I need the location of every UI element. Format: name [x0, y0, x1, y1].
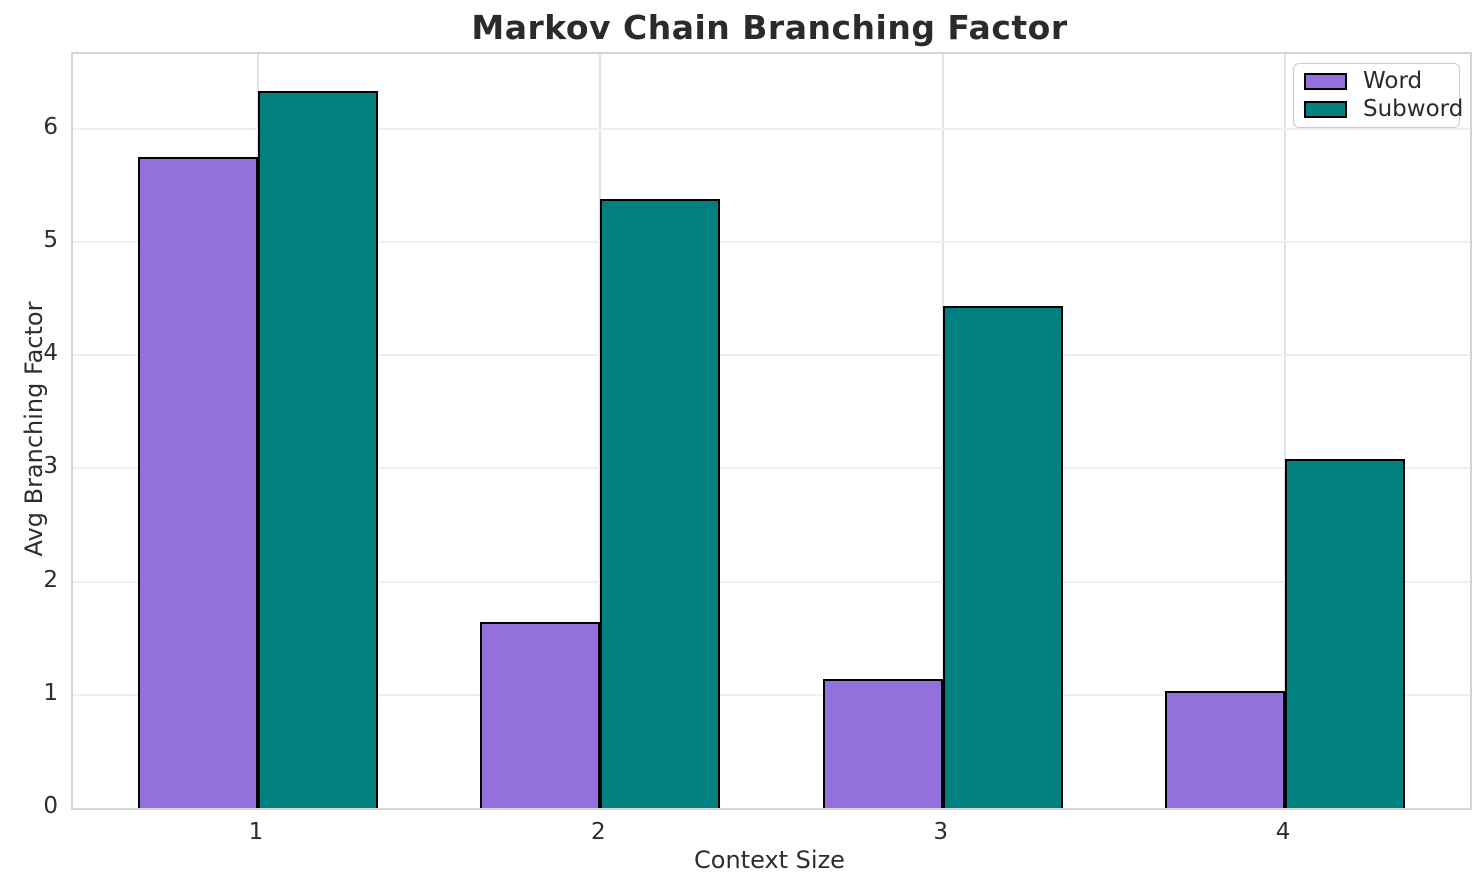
legend-label-word: Word — [1363, 68, 1423, 95]
legend-swatch-subword — [1304, 100, 1347, 118]
bar-word-context-4 — [1165, 691, 1286, 808]
x-axis-label: Context Size — [694, 846, 845, 874]
bar-word-context-3 — [822, 678, 943, 808]
gridline-horizontal-3 — [73, 467, 1470, 470]
gridline-vertical-4 — [1284, 54, 1287, 808]
legend-swatch-word — [1304, 73, 1347, 91]
bar-subword-context-2 — [600, 198, 721, 808]
y-tick-label-4: 4 — [43, 340, 58, 367]
chart-title: Markov Chain Branching Factor — [471, 8, 1068, 47]
y-tick-label-0: 0 — [43, 793, 58, 819]
legend-item-word: Word — [1304, 68, 1449, 95]
x-tick-label-3: 3 — [933, 819, 948, 845]
gridline-horizontal-4 — [73, 354, 1470, 357]
gridline-horizontal-2 — [73, 580, 1470, 583]
y-tick-label-6: 6 — [43, 113, 58, 140]
bar-subword-context-3 — [942, 306, 1063, 808]
x-tick-label-1: 1 — [248, 819, 264, 845]
y-tick-label-3: 3 — [43, 453, 58, 480]
bar-subword-context-1 — [257, 91, 378, 808]
x-tick-label-2: 2 — [590, 819, 606, 845]
y-tick-label-5: 5 — [43, 226, 58, 253]
y-tick-label-2: 2 — [43, 566, 58, 593]
legend: Word Subword — [1293, 63, 1463, 128]
legend-label-subword: Subword — [1363, 95, 1464, 122]
gridline-horizontal-1 — [73, 693, 1470, 696]
gridline-horizontal-5 — [73, 240, 1470, 243]
y-tick-label-1: 1 — [43, 679, 58, 706]
bar-word-context-1 — [138, 157, 258, 808]
bar-subword-context-4 — [1285, 459, 1405, 808]
plot-area — [71, 52, 1472, 810]
y-axis-label-text: Avg Branching Factor — [20, 301, 48, 557]
legend-item-subword: Subword — [1304, 96, 1463, 123]
x-tick-label-4: 4 — [1275, 819, 1291, 845]
bar-word-context-2 — [480, 622, 601, 808]
gridline-horizontal-6 — [73, 127, 1470, 130]
